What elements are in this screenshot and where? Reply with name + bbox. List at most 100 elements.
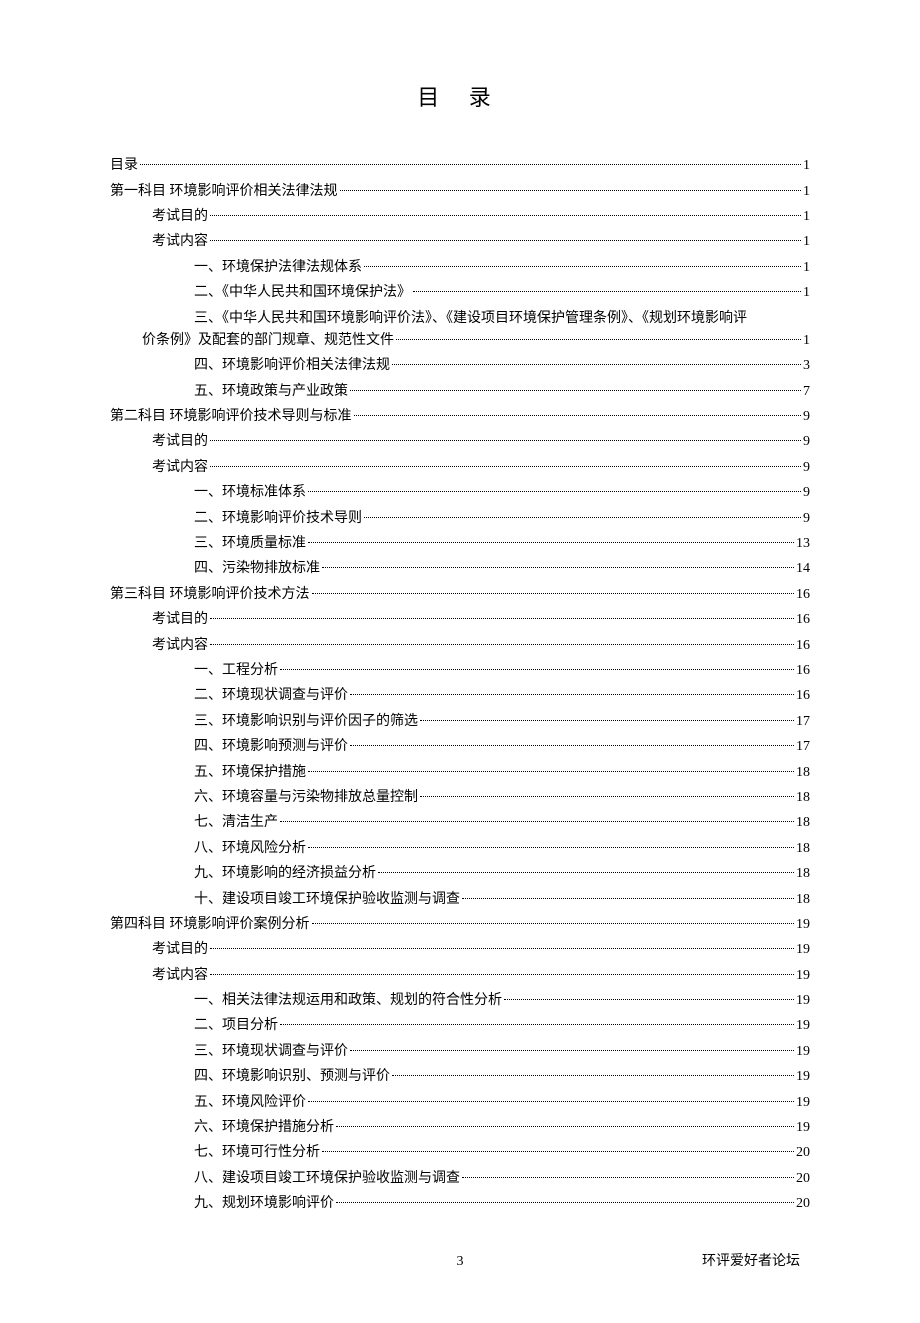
- toc-leader-dots: [210, 466, 801, 467]
- toc-leader-dots: [364, 266, 801, 267]
- footer-right: 环评爱好者论坛: [702, 1251, 800, 1273]
- toc-leader-dots: [354, 415, 802, 416]
- toc-entry: 第四科目 环境影响评价案例分析19: [110, 914, 810, 936]
- toc-leader-dots: [350, 694, 794, 695]
- toc-entry: 二、项目分析 19: [110, 1015, 810, 1037]
- toc-leader-dots: [280, 821, 794, 822]
- toc-entry: 十、建设项目竣工环境保护验收监测与调查18: [110, 889, 810, 911]
- toc-entry: 五、环境风险评价19: [110, 1092, 810, 1114]
- toc-page-number: 7: [803, 381, 810, 403]
- toc-entry-text: 二、环境影响评价技术导则: [194, 508, 362, 530]
- toc-entry: 三、环境质量标准13: [110, 533, 810, 555]
- page-title: 目 录: [110, 80, 810, 115]
- toc-entry-text: 六、环境容量与污染物排放总量控制: [194, 787, 418, 809]
- toc-entry: 二、环境影响评价技术导则 9: [110, 508, 810, 530]
- toc-entry: 六、环境保护措施分析19: [110, 1117, 810, 1139]
- toc-entry-text: 三、环境质量标准: [194, 533, 306, 555]
- toc-leader-dots: [280, 1024, 794, 1025]
- toc-page-number: 1: [803, 282, 810, 304]
- toc-entry-text: 四、环境影响评价相关法律法规: [194, 355, 390, 377]
- toc-entry: 三、《中华人民共和国环境影响评价法》、《建设项目环境保护管理条例》、《规划环境影…: [110, 308, 810, 353]
- toc-entry: 八、环境风险分析 18: [110, 838, 810, 860]
- toc-leader-dots: [210, 440, 801, 441]
- toc-leader-dots: [350, 1050, 794, 1051]
- toc-entry-text: 考试内容: [152, 965, 208, 987]
- toc-page-number: 19: [796, 1092, 810, 1114]
- toc-entry-text: 考试目的: [152, 609, 208, 631]
- toc-page-number: 1: [803, 181, 810, 203]
- toc-entry-text: 四、环境影响识别、预测与评价: [194, 1066, 390, 1088]
- toc-leader-dots: [322, 567, 794, 568]
- toc-leader-dots: [392, 364, 801, 365]
- toc-entry: 第三科目 环境影响评价技术方法16: [110, 584, 810, 606]
- toc-leader-dots: [210, 240, 801, 241]
- toc-entry: 四、环境影响预测与评价 17: [110, 736, 810, 758]
- toc-entry-text: 考试内容: [152, 635, 208, 657]
- toc-entry-text: 考试内容: [152, 231, 208, 253]
- toc-page-number: 19: [796, 1066, 810, 1088]
- toc-entry-text: 五、环境政策与产业政策: [194, 381, 348, 403]
- toc-leader-dots: [336, 1126, 794, 1127]
- toc-page-number: 18: [796, 863, 810, 885]
- toc-entry-text: 考试目的: [152, 206, 208, 228]
- toc-entry-text: 目录: [110, 155, 138, 177]
- toc-leader-dots: [396, 339, 801, 340]
- toc-entry-text: 四、环境影响预测与评价: [194, 736, 348, 758]
- toc-leader-dots: [378, 872, 794, 873]
- toc-entry-text: 四、污染物排放标准: [194, 558, 320, 580]
- toc-page-number: 18: [796, 762, 810, 784]
- toc-entry: 九、规划环境影响评价20: [110, 1193, 810, 1215]
- toc-leader-dots: [420, 720, 794, 721]
- toc-leader-dots: [462, 1177, 794, 1178]
- toc-page-number: 9: [803, 482, 810, 504]
- toc-page-number: 9: [803, 431, 810, 453]
- toc-entry-text: 一、工程分析: [194, 660, 278, 682]
- toc-page-number: 18: [796, 838, 810, 860]
- page-number: 3: [457, 1251, 464, 1273]
- toc-entry-text: 二、项目分析: [194, 1015, 278, 1037]
- toc-leader-dots: [504, 999, 794, 1000]
- toc-entry-text: 第三科目 环境影响评价技术方法: [110, 584, 310, 606]
- toc-entry-text: 考试目的: [152, 431, 208, 453]
- toc-entry: 一、环境保护法律法规体系1: [110, 257, 810, 279]
- table-of-contents: 目录1第一科目 环境影响评价相关法律法规1考试目的1考试内容1一、环境保护法律法…: [110, 155, 810, 1215]
- toc-page-number: 17: [796, 736, 810, 758]
- toc-page-number: 14: [796, 558, 810, 580]
- toc-page-number: 9: [803, 406, 810, 428]
- toc-entry-text: 七、环境可行性分析: [194, 1142, 320, 1164]
- toc-entry: 三、环境现状调查与评价19: [110, 1041, 810, 1063]
- toc-page-number: 16: [796, 635, 810, 657]
- toc-entry: 五、环境政策与产业政策 7: [110, 381, 810, 403]
- toc-entry-text: 第四科目 环境影响评价案例分析: [110, 914, 310, 936]
- toc-entry: 一、相关法律法规运用和政策、规划的符合性分析19: [110, 990, 810, 1012]
- toc-entry: 二、环境现状调查与评价16: [110, 685, 810, 707]
- toc-page-number: 18: [796, 889, 810, 911]
- toc-leader-dots: [364, 517, 801, 518]
- toc-leader-dots: [392, 1075, 794, 1076]
- toc-entry: 第一科目 环境影响评价相关法律法规1: [110, 181, 810, 203]
- toc-entry: 一、工程分析 16: [110, 660, 810, 682]
- toc-entry-text: 考试内容: [152, 457, 208, 479]
- toc-entry: 考试内容19: [110, 965, 810, 987]
- toc-page-number: 19: [796, 1015, 810, 1037]
- toc-leader-dots: [322, 1151, 794, 1152]
- toc-entry-text: 一、环境标准体系: [194, 482, 306, 504]
- toc-entry-text: 三、《中华人民共和国环境影响评价法》、《建设项目环境保护管理条例》、《规划环境影…: [194, 308, 810, 330]
- toc-entry: 七、环境可行性分析20: [110, 1142, 810, 1164]
- toc-page-number: 16: [796, 660, 810, 682]
- toc-entry: 考试目的1: [110, 206, 810, 228]
- toc-entry-text: 五、环境保护措施: [194, 762, 306, 784]
- toc-entry: 考试目的 9: [110, 431, 810, 453]
- toc-entry-text: 六、环境保护措施分析: [194, 1117, 334, 1139]
- toc-entry-text: 考试目的: [152, 939, 208, 961]
- toc-page-number: 9: [803, 508, 810, 530]
- toc-page-number: 1: [803, 257, 810, 279]
- toc-entry: 四、环境影响识别、预测与评价 19: [110, 1066, 810, 1088]
- toc-entry-text: 九、规划环境影响评价: [194, 1193, 334, 1215]
- toc-entry: 四、污染物排放标准 14: [110, 558, 810, 580]
- toc-leader-dots: [308, 491, 801, 492]
- toc-entry-text: 三、环境现状调查与评价: [194, 1041, 348, 1063]
- toc-entry: 六、环境容量与污染物排放总量控制18: [110, 787, 810, 809]
- toc-entry-text: 八、环境风险分析: [194, 838, 306, 860]
- toc-entry-text: 三、环境影响识别与评价因子的筛选: [194, 711, 418, 733]
